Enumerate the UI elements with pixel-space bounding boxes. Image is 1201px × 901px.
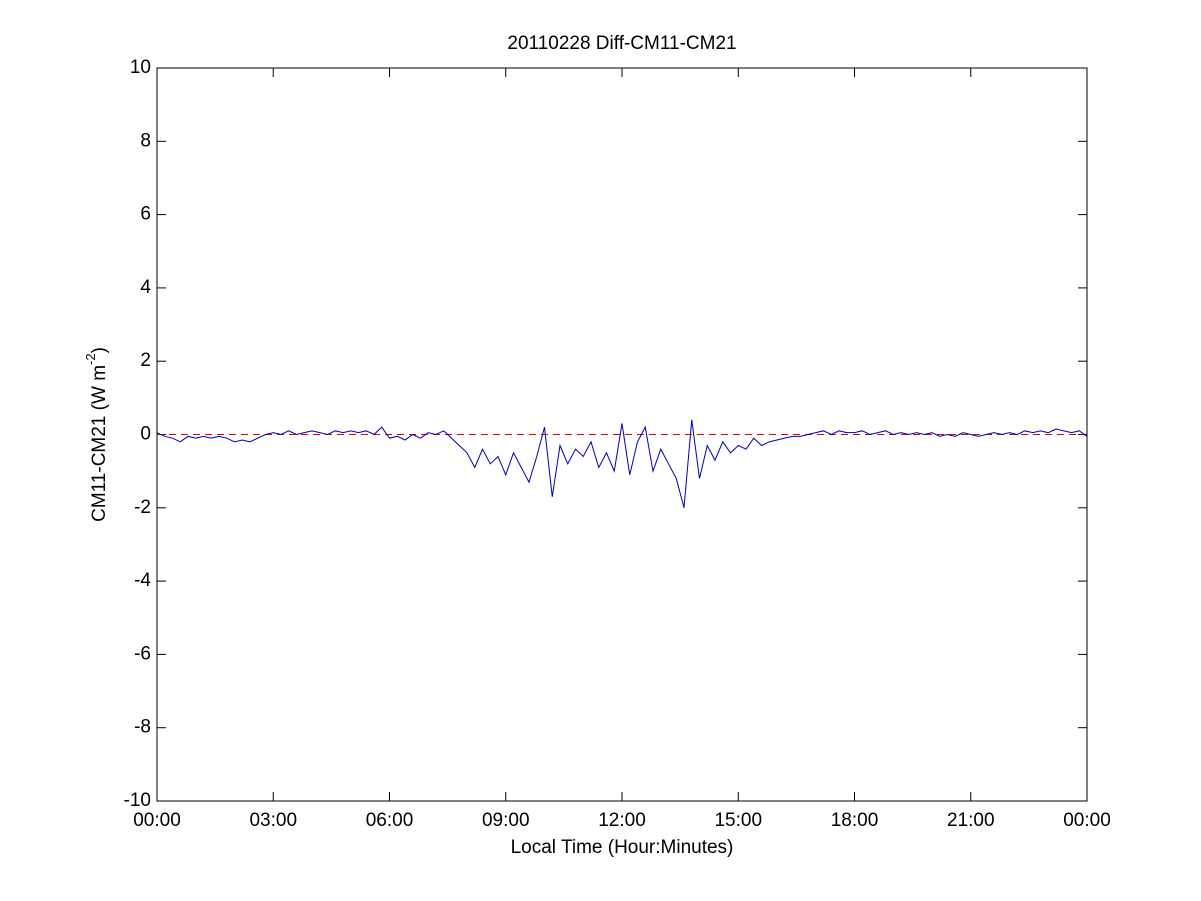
chart-title: 20110228 Diff-CM11-CM21 (507, 33, 736, 54)
x-tick-label: 15:00 (714, 810, 762, 831)
x-tick-label: 00:00 (133, 810, 181, 831)
y-tick-label: -10 (124, 790, 151, 811)
y-tick-label: -8 (134, 717, 151, 738)
y-tick-label: 0 (140, 424, 151, 445)
y-tick-label: -6 (134, 643, 151, 664)
y-axis-label: CM11-CM21 (W m-2) (83, 347, 110, 522)
y-tick-label: 8 (140, 130, 151, 151)
y-label-superscript: -2 (83, 353, 98, 365)
y-tick-label: 6 (140, 204, 151, 225)
y-label-suffix: ) (89, 347, 110, 353)
x-tick-label: 03:00 (249, 810, 297, 831)
x-tick-label: 09:00 (482, 810, 530, 831)
y-tick-label: -2 (134, 497, 151, 518)
x-axis-label: Local Time (Hour:Minutes) (511, 837, 734, 858)
y-tick-label: 4 (140, 277, 151, 298)
y-label-text: CM11-CM21 (W m (89, 365, 110, 522)
y-tick-label: -4 (134, 570, 151, 591)
x-tick-label: 12:00 (598, 810, 646, 831)
data-line (156, 419, 1088, 508)
y-tick-label: 10 (130, 57, 151, 78)
x-tick-label: 21:00 (947, 810, 995, 831)
x-tick-label: 06:00 (366, 810, 414, 831)
y-tick-label: 2 (140, 350, 151, 371)
plot-frame (156, 67, 1088, 802)
x-tick-label: 00:00 (1063, 810, 1111, 831)
x-tick-label: 18:00 (831, 810, 879, 831)
